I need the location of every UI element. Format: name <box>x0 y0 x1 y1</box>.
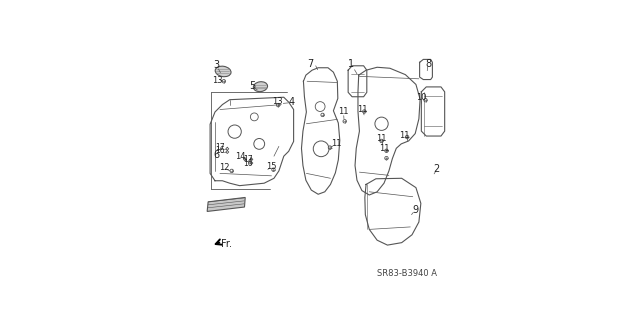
Polygon shape <box>207 197 245 211</box>
Text: Fr.: Fr. <box>221 239 232 249</box>
Text: 10: 10 <box>415 93 426 102</box>
Text: 6: 6 <box>213 150 220 160</box>
Text: 17: 17 <box>243 155 253 164</box>
Text: 13: 13 <box>212 76 222 85</box>
Text: 3: 3 <box>213 60 220 70</box>
Text: 12: 12 <box>220 163 230 173</box>
Text: 15: 15 <box>266 162 276 171</box>
Text: 5: 5 <box>250 81 256 91</box>
Text: 8: 8 <box>426 59 432 69</box>
Text: 11: 11 <box>338 108 348 116</box>
Text: 11: 11 <box>399 131 410 140</box>
Text: 11: 11 <box>356 105 367 114</box>
Text: 2: 2 <box>433 164 440 174</box>
Text: 7: 7 <box>307 59 314 69</box>
Text: 14: 14 <box>236 152 246 161</box>
Text: 16: 16 <box>215 146 225 155</box>
Text: 16: 16 <box>243 159 253 167</box>
Text: 9: 9 <box>413 205 419 215</box>
Ellipse shape <box>253 82 268 92</box>
Text: 11: 11 <box>331 139 341 148</box>
Text: 1: 1 <box>348 59 354 69</box>
Text: SR83-B3940 A: SR83-B3940 A <box>376 269 436 278</box>
Text: 4: 4 <box>288 97 294 107</box>
Text: 11: 11 <box>379 144 389 153</box>
Ellipse shape <box>215 66 231 77</box>
Text: 17: 17 <box>215 143 225 152</box>
Text: 11: 11 <box>376 134 387 143</box>
Text: 13: 13 <box>271 97 282 106</box>
